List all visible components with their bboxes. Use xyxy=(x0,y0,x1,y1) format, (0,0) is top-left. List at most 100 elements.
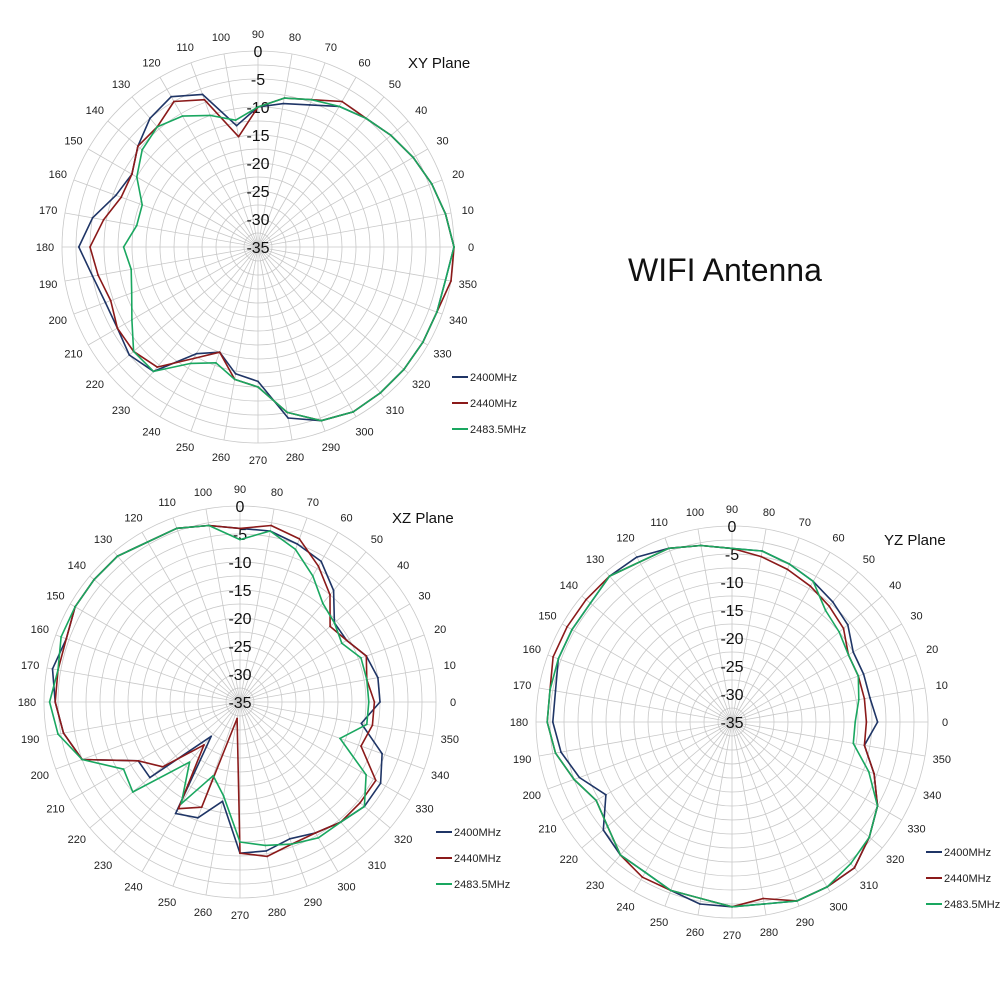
angle-tick-label: 340 xyxy=(449,315,467,327)
data-point xyxy=(120,196,123,199)
data-point xyxy=(116,555,119,557)
angle-tick-label: 10 xyxy=(462,205,474,217)
polar-chart-2: 0 10 20 30 40 50 60 70 80 90 100 110 120 130 140 150 160… xyxy=(18,484,510,922)
grid-spoke xyxy=(107,246,259,374)
grid-spoke xyxy=(731,721,800,907)
grid-spoke xyxy=(239,701,308,887)
angle-tick-label: 260 xyxy=(194,907,212,919)
data-point xyxy=(192,357,195,360)
grid-spoke xyxy=(46,667,241,703)
series-line-2400MHz xyxy=(552,544,879,908)
grid-spoke xyxy=(70,701,241,801)
data-point xyxy=(867,770,870,773)
grid-spoke xyxy=(257,246,385,398)
data-point xyxy=(161,765,164,768)
data-point xyxy=(97,274,99,277)
angle-tick-label: 30 xyxy=(910,611,922,623)
data-point xyxy=(605,793,607,796)
angle-tick-label: 310 xyxy=(368,860,386,872)
grid-spoke xyxy=(190,246,259,432)
angle-tick-label: 240 xyxy=(142,427,160,439)
angle-tick-label: 190 xyxy=(513,754,531,766)
data-point xyxy=(329,593,331,596)
data-point xyxy=(450,280,452,282)
data-point xyxy=(93,578,95,581)
angle-tick-label: 320 xyxy=(394,834,412,846)
data-point xyxy=(371,724,374,727)
data-point xyxy=(195,352,198,355)
grid-spoke xyxy=(205,508,241,703)
data-point xyxy=(77,246,80,248)
data-point xyxy=(669,889,672,892)
data-point xyxy=(317,565,320,568)
angle-tick-label: 70 xyxy=(325,42,337,54)
angle-tick-label: 220 xyxy=(68,834,86,846)
radial-tick-label: 0 xyxy=(728,519,737,536)
data-point xyxy=(365,773,367,776)
data-point xyxy=(265,850,268,852)
grid-spoke xyxy=(633,721,733,892)
angle-tick-label: 190 xyxy=(39,279,57,291)
angle-tick-label: 320 xyxy=(886,854,904,866)
angle-tick-label: 130 xyxy=(586,554,604,566)
angle-tick-label: 100 xyxy=(212,32,230,44)
data-point xyxy=(116,327,119,330)
radial-tick-label: -30 xyxy=(720,687,743,704)
data-point xyxy=(846,623,849,626)
data-point xyxy=(367,701,370,703)
data-point xyxy=(381,752,383,755)
data-point xyxy=(188,761,191,763)
data-point xyxy=(763,903,765,905)
data-point xyxy=(360,745,362,747)
angle-tick-label: 180 xyxy=(18,697,36,709)
angle-tick-label: 40 xyxy=(415,105,427,117)
data-point xyxy=(290,843,293,845)
data-point xyxy=(379,782,382,785)
data-point xyxy=(57,733,59,735)
data-point xyxy=(132,350,135,353)
data-point xyxy=(57,669,59,671)
grid-spoke xyxy=(731,687,926,723)
data-point xyxy=(868,836,871,839)
angle-tick-label: 120 xyxy=(142,58,160,70)
grid-spoke xyxy=(70,603,241,703)
angle-tick-label: 210 xyxy=(64,349,82,361)
data-point xyxy=(602,829,605,831)
radial-tick-label: -25 xyxy=(228,639,251,656)
data-point xyxy=(606,825,609,828)
grid-spoke xyxy=(731,528,767,723)
data-point xyxy=(237,135,240,138)
data-point xyxy=(122,768,125,771)
grid-spoke xyxy=(159,77,259,248)
grid-spoke xyxy=(581,721,733,849)
grid-spoke xyxy=(731,571,859,723)
data-point xyxy=(234,372,237,375)
grid-spoke xyxy=(257,246,326,432)
data-point xyxy=(863,744,866,747)
angle-tick-label: 260 xyxy=(686,927,704,939)
grid-spoke xyxy=(633,552,733,723)
data-point xyxy=(298,538,301,540)
grid-spoke xyxy=(239,667,434,703)
grid-spoke xyxy=(239,603,410,703)
data-point xyxy=(339,821,342,823)
grid-spoke xyxy=(88,148,259,248)
angle-tick-label: 150 xyxy=(46,591,64,603)
angle-tick-label: 90 xyxy=(234,484,246,496)
data-point xyxy=(560,751,562,753)
data-point xyxy=(200,806,203,809)
data-point xyxy=(239,527,241,530)
radial-tick-label: -25 xyxy=(720,659,743,676)
angle-tick-label: 300 xyxy=(355,427,373,439)
data-point xyxy=(257,106,259,108)
angle-tick-label: 290 xyxy=(796,917,814,929)
grid-spoke xyxy=(257,179,443,248)
data-point xyxy=(551,721,554,723)
angle-tick-label: 110 xyxy=(176,42,194,54)
data-point xyxy=(310,98,313,101)
grid-spoke xyxy=(731,721,926,757)
data-point xyxy=(566,625,568,628)
data-point xyxy=(233,378,236,381)
data-point xyxy=(54,701,57,703)
grid-spoke xyxy=(257,120,409,248)
